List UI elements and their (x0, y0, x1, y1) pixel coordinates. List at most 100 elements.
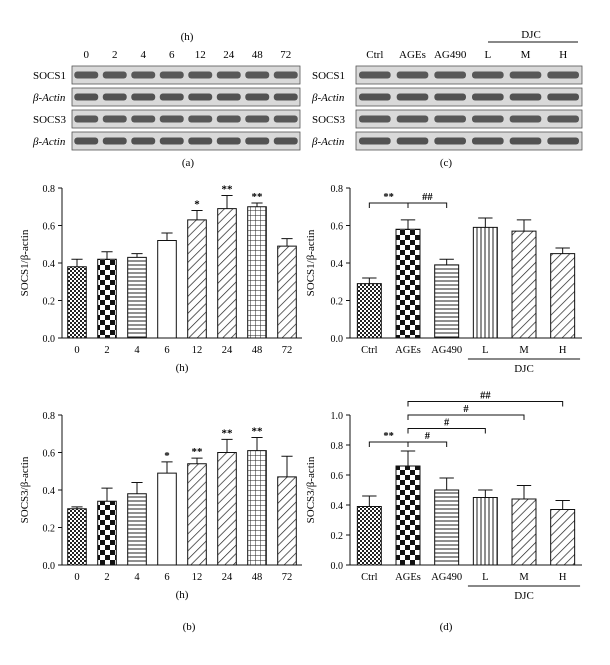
blot-band (245, 93, 270, 101)
x-tick-label: 6 (164, 572, 169, 583)
bar (187, 463, 207, 566)
blot-strip (355, 65, 583, 85)
y-axis-label: SOCS1/β-actin (19, 229, 31, 296)
bar (247, 206, 267, 339)
bar (550, 253, 576, 339)
blot-band (509, 71, 542, 79)
blot-strip (71, 109, 301, 129)
blot-lane-label: AGEs (399, 49, 426, 61)
bar (511, 230, 537, 339)
blot-band (102, 115, 127, 123)
blot-strip (355, 87, 583, 107)
y-tick-label: 0.2 (43, 524, 56, 535)
significance-mark: * (164, 450, 170, 462)
y-axis-label: SOCS3/β-actin (19, 456, 31, 523)
blot-band (131, 71, 156, 79)
x-tick-label: 12 (192, 345, 203, 356)
bar (217, 452, 237, 566)
x-tick-label: AGEs (395, 345, 421, 356)
y-tick-label: 0.6 (331, 222, 344, 233)
bar (395, 228, 421, 339)
blot-band (547, 93, 579, 101)
x-tick-label: 48 (252, 345, 263, 356)
blot-row-label: SOCS1 (312, 70, 345, 82)
blot-strip (71, 87, 301, 107)
x-tick-label: 2 (104, 572, 109, 583)
blot-row-label: SOCS3 (33, 114, 67, 126)
blot-strip (355, 109, 583, 129)
comparison-bracket (407, 202, 448, 208)
bar (277, 476, 297, 566)
blot-band (509, 93, 542, 101)
bar (511, 498, 537, 566)
y-tick-label: 0.2 (331, 297, 344, 308)
blot-panel-a: (h) 0 2 4 6 12 24 48 72 SOCS1β-ActinSOCS3β-Acti… (32, 31, 301, 169)
blot-band (396, 115, 429, 123)
x-tick-label: 4 (134, 572, 140, 583)
x-tick-label: 0 (74, 572, 79, 583)
group-label: DJC (514, 363, 534, 375)
blot-band (434, 137, 466, 145)
comparison-label: ## (422, 192, 433, 203)
blot-lane-label: 0 (84, 49, 90, 61)
comparison-label: ## (480, 391, 491, 402)
bar (127, 256, 147, 339)
y-tick-label: 0.4 (331, 259, 344, 270)
x-tick-label: M (519, 572, 529, 583)
comparison-label: ** (383, 431, 394, 442)
x-tick-label: 24 (222, 572, 233, 583)
comparison-bracket (368, 441, 409, 447)
bar (157, 240, 177, 339)
bar (67, 266, 87, 339)
blot-band (434, 93, 466, 101)
chart-socs1-treatment: 0.0 0.2 0.4 0.6 0.8 SOCS1/β-actin Ctrl AGEs AG49… (305, 184, 582, 375)
bar (434, 489, 460, 566)
blot-band (102, 137, 127, 145)
chart-socs3-treatment: 0.0 0.2 0.4 0.6 0.8 1.0 SOCS3/β-actin Ctrl AGEs A… (305, 391, 582, 602)
blot-band (131, 137, 156, 145)
panel-c-caption: (c) (440, 157, 453, 169)
x-tick-label: AG490 (431, 572, 462, 583)
bar (187, 219, 207, 339)
significance-mark: ** (192, 446, 204, 458)
bar (550, 509, 576, 566)
blot-band (359, 115, 391, 123)
comparison-label: # (425, 431, 431, 442)
y-tick-label: 0.0 (331, 561, 344, 572)
blot-c-group-label: DJC (521, 29, 541, 41)
y-tick-label: 0.4 (43, 259, 56, 270)
blot-band (131, 93, 156, 101)
blot-band (188, 93, 213, 101)
comparison-label: # (463, 404, 469, 415)
bar (472, 226, 498, 339)
blot-band (472, 137, 504, 145)
blot-lane-label: 6 (169, 49, 175, 61)
x-tick-label: AG490 (431, 345, 462, 356)
y-tick-label: 0.8 (331, 441, 344, 452)
blot-band (74, 93, 99, 101)
blot-lane-label: H (559, 49, 567, 61)
group-label: DJC (514, 590, 534, 602)
blot-band (273, 115, 298, 123)
blot-lane-label: 48 (252, 49, 264, 61)
blot-band (102, 71, 127, 79)
blot-band (159, 93, 184, 101)
x-axis-label: (h) (176, 589, 189, 601)
blot-band (396, 93, 429, 101)
blot-lane-label: Ctrl (366, 49, 383, 61)
blot-band (472, 115, 504, 123)
blot-band (273, 137, 298, 145)
bar (277, 245, 297, 339)
blot-band (359, 93, 391, 101)
x-tick-label: 72 (282, 572, 293, 583)
blot-lane-label: 72 (280, 49, 291, 61)
y-tick-label: 0.8 (43, 411, 56, 422)
y-tick-label: 0.8 (331, 184, 344, 195)
bar (67, 508, 87, 566)
blot-band (188, 71, 213, 79)
y-tick-label: 0.4 (331, 501, 344, 512)
y-tick-label: 0.2 (331, 531, 344, 542)
blot-strip (71, 65, 301, 85)
